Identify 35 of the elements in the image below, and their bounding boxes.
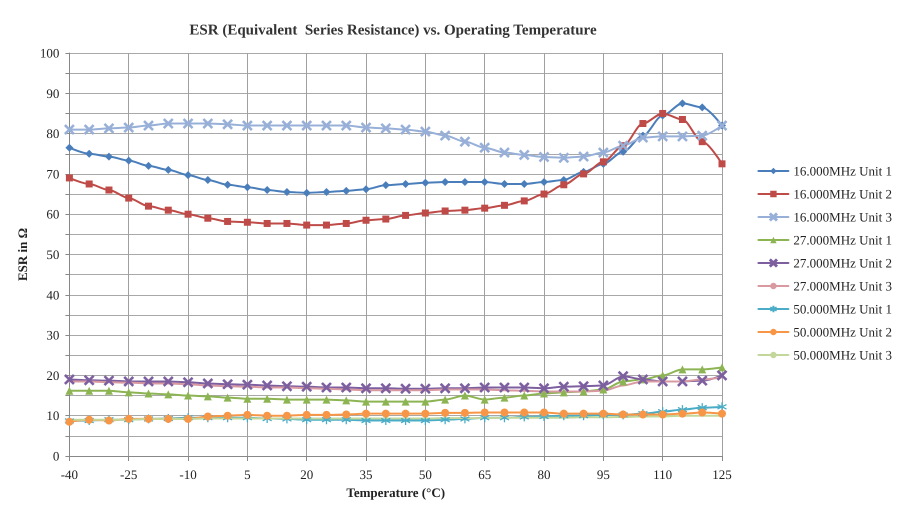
chart-title: ESR (Equivalent Series Resistance) vs. Operating Temperature [189, 22, 597, 38]
y-tick-label: 50 [46, 247, 60, 262]
y-tick-label: 60 [46, 206, 60, 222]
y-tick-label: 0 [52, 448, 60, 464]
legend-label: 50.000MHz Unit 2 [793, 324, 892, 340]
y-tick-label: 40 [46, 287, 60, 302]
legend-label: 27.000MHz Unit 3 [793, 278, 892, 294]
legend-label: 16.000MHz Unit 2 [793, 186, 892, 202]
x-tick-label: 110 [653, 467, 672, 482]
x-tick-label: 35 [360, 467, 373, 482]
y-tick-label: 10 [46, 408, 60, 424]
y-tick-label: 100 [40, 46, 60, 60]
y-tick-label: 70 [46, 166, 60, 182]
x-axis-title: Temperature (°C) [346, 485, 446, 500]
x-tick-label: -25 [120, 467, 138, 482]
y-tick-label: 20 [46, 368, 60, 383]
x-tick-label: 95 [596, 467, 610, 482]
legend-label: 50.000MHz Unit 3 [793, 348, 892, 362]
x-tick-label: 80 [538, 467, 551, 482]
legend-label: 16.000MHz Unit 1 [793, 164, 892, 178]
y-tick-label: 30 [46, 328, 60, 343]
y-axis-title: ESR in Ω [15, 228, 30, 282]
legend-label: 16.000MHz Unit 3 [793, 210, 892, 224]
y-tick-label: 80 [46, 126, 60, 142]
x-tick-label: 5 [244, 467, 251, 482]
x-tick-label: 65 [478, 467, 492, 482]
x-tick-label: 125 [712, 467, 732, 482]
legend-label: 27.000MHz Unit 1 [793, 232, 892, 248]
legend-label: 50.000MHz Unit 1 [793, 302, 892, 316]
x-tick-label: -10 [179, 467, 197, 482]
y-tick-label: 90 [46, 86, 60, 101]
x-tick-label: -40 [60, 467, 78, 482]
legend-label: 27.000MHz Unit 2 [793, 256, 892, 270]
x-tick-label: 50 [418, 467, 432, 482]
x-tick-label: 20 [300, 467, 314, 482]
